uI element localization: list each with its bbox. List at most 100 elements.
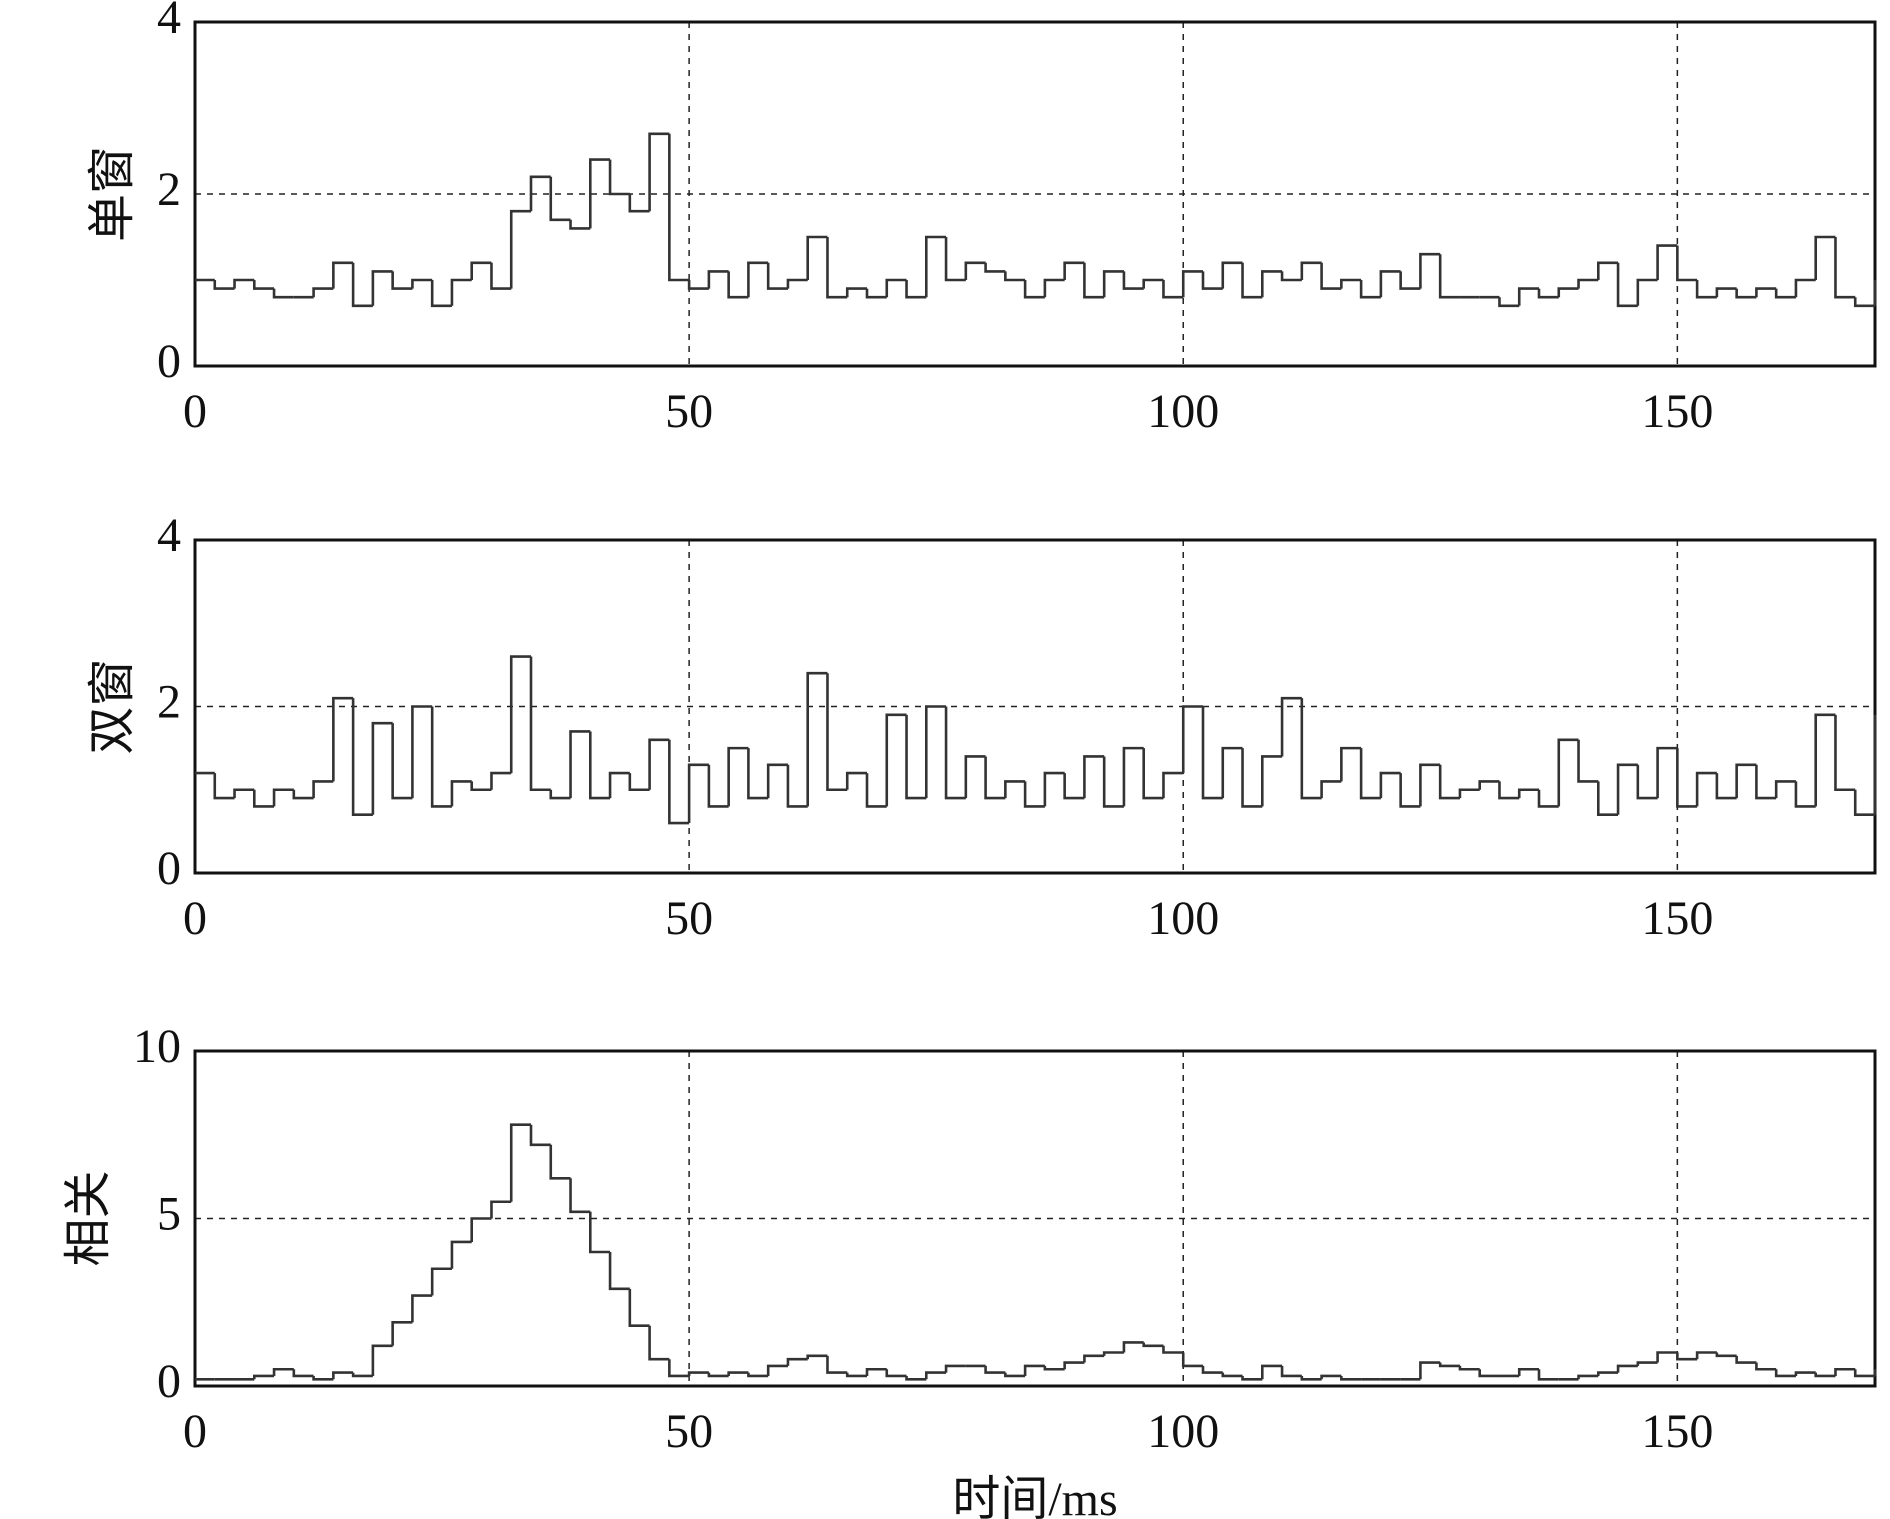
data-line-step	[1300, 698, 1322, 800]
x-tick-label: 150	[1641, 385, 1713, 438]
data-line-step	[1517, 1367, 1539, 1376]
y-tick-label: 0	[157, 842, 181, 895]
data-line-step	[1162, 1345, 1184, 1354]
y-axis-title: 双窗	[86, 658, 139, 754]
data-line-step	[391, 1321, 413, 1346]
data-line-step	[668, 133, 690, 282]
data-line-step	[924, 235, 947, 298]
plot-frame	[193, 538, 1877, 875]
data-line-step	[1577, 278, 1599, 289]
data-line-step	[608, 771, 630, 799]
data-line-step	[1853, 297, 1875, 308]
data-line-step	[1340, 278, 1362, 289]
data-line-step	[213, 280, 235, 290]
data-line-step	[964, 261, 986, 280]
data-line-step	[984, 756, 1006, 800]
data-line-step	[865, 773, 887, 808]
data-line-step	[687, 280, 709, 290]
data-line-step	[786, 764, 808, 808]
data-line-step	[332, 696, 354, 782]
data-line-step	[1537, 789, 1559, 808]
x-tick-label: 100	[1147, 1405, 1219, 1458]
data-line-step	[1221, 1372, 1243, 1378]
data-line-step	[1260, 270, 1283, 298]
data-line-step	[569, 219, 591, 230]
data-line-step	[529, 656, 551, 792]
data-line-step	[845, 771, 867, 790]
data-line-step	[786, 1357, 808, 1366]
data-line-step	[747, 748, 769, 800]
data-line-step	[1774, 780, 1796, 799]
data-line-step	[707, 270, 729, 289]
data-line-step	[1122, 746, 1144, 807]
data-line-step	[312, 287, 334, 298]
data-line-step	[1181, 270, 1203, 298]
data-line-step	[588, 731, 611, 800]
data-line-step	[747, 1372, 769, 1378]
data-line-step	[1537, 1369, 1559, 1381]
x-tick-label: 0	[183, 1405, 207, 1458]
data-line-step	[1478, 780, 1500, 790]
data-line-step	[1676, 1352, 1698, 1361]
data-line-step	[727, 271, 749, 299]
data-line-step	[1102, 756, 1124, 808]
data-line-step	[1241, 262, 1263, 299]
y-axis-title: 相关	[62, 1170, 115, 1266]
data-line-step	[865, 1367, 887, 1376]
data-line-step	[1004, 780, 1026, 799]
data-line-step	[588, 158, 611, 229]
data-line-step	[1695, 1351, 1717, 1360]
data-line-step	[1122, 1341, 1144, 1353]
data-line-step	[1221, 261, 1243, 289]
data-line-step	[509, 1123, 531, 1202]
data-line-step	[707, 1372, 729, 1378]
data-line-step	[1102, 270, 1124, 298]
data-line-step	[687, 763, 709, 824]
data-line-step	[826, 1355, 848, 1374]
data-line-step	[1300, 1375, 1322, 1381]
data-line-step	[1438, 764, 1460, 800]
data-line-step	[1083, 262, 1105, 299]
data-line-step	[1577, 739, 1599, 783]
data-line-step	[272, 788, 294, 807]
data-line-step	[292, 1369, 314, 1378]
data-line-step	[252, 280, 275, 290]
data-line-step	[430, 1267, 452, 1296]
x-tick-label: 100	[1147, 892, 1219, 945]
data-line-step	[1596, 261, 1619, 280]
data-line-step	[1280, 271, 1302, 282]
data-line-step	[351, 1372, 373, 1378]
data-line-step	[727, 1371, 749, 1376]
data-line-step	[1636, 278, 1658, 306]
y-tick-label: 0	[157, 335, 181, 388]
data-line-step	[1774, 288, 1796, 299]
data-line-step	[1399, 773, 1421, 808]
data-line-step	[430, 280, 452, 308]
data-line-step	[1616, 262, 1638, 308]
data-line-step	[1162, 771, 1184, 799]
y-tick-label: 10	[133, 1020, 181, 1073]
data-line-step	[1636, 764, 1658, 800]
data-line-step	[213, 773, 235, 800]
data-line-step	[1142, 748, 1164, 800]
data-line-step	[924, 705, 947, 799]
data-line-step	[490, 262, 512, 290]
data-line-step	[1300, 261, 1322, 280]
data-line-step	[1438, 1362, 1460, 1368]
data-line-step	[826, 237, 848, 299]
data-line-step	[1379, 771, 1401, 799]
data-line-step	[1063, 261, 1085, 280]
data-line-step	[1043, 278, 1065, 298]
data-line-step	[1715, 1352, 1737, 1358]
data-line-step	[608, 159, 630, 196]
data-line-step	[1201, 706, 1223, 800]
data-line-step	[944, 1364, 966, 1373]
data-line-step	[490, 771, 512, 790]
data-line-step	[549, 789, 571, 800]
data-line-step	[648, 1325, 670, 1361]
data-line-step	[1596, 781, 1619, 817]
data-line-step	[1755, 764, 1777, 800]
data-line-step	[1280, 1365, 1302, 1378]
data-line-step	[1834, 714, 1856, 792]
